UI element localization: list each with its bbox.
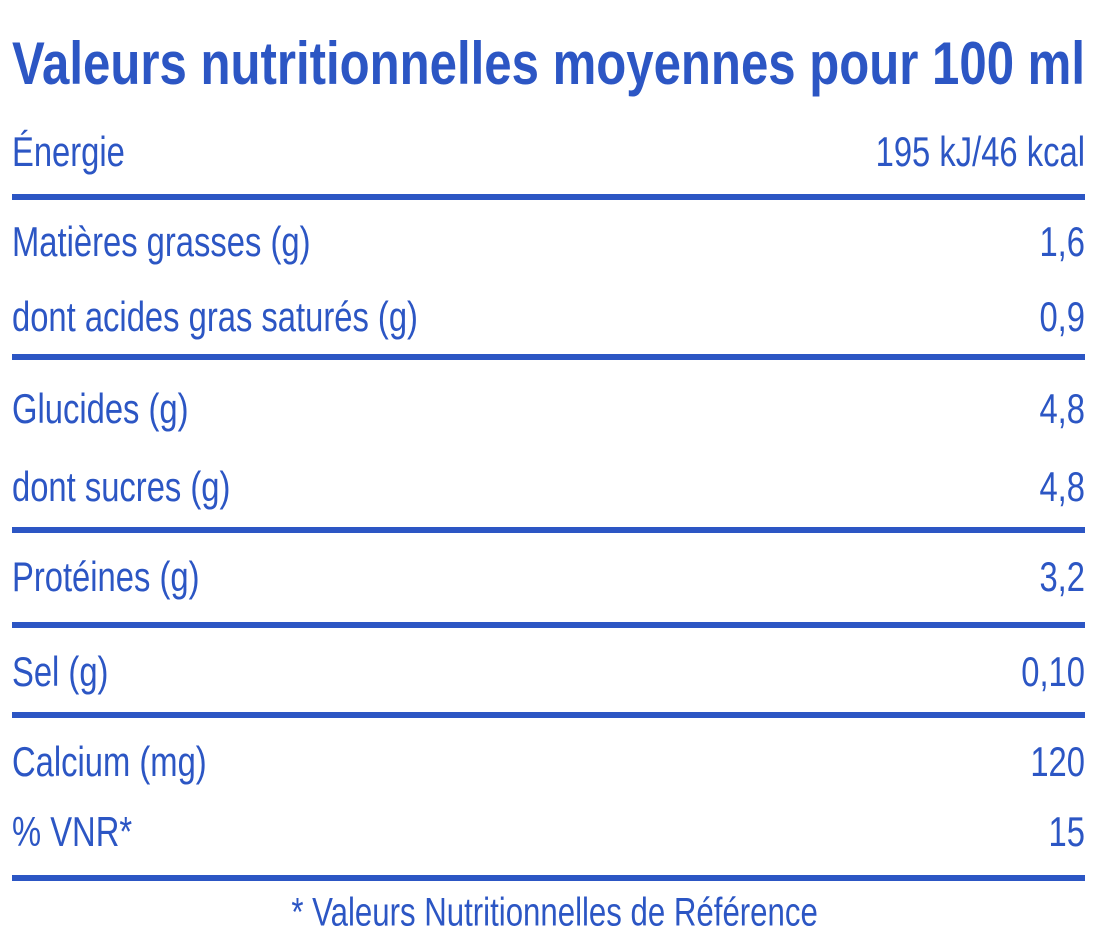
row-label: dont acides gras saturés (g) [12,293,418,340]
row-value: 1,6 [1039,218,1085,265]
row-label: Glucides (g) [12,385,189,432]
row-label: Matières grasses (g) [12,218,311,265]
footnote-group: * Valeurs Nutritionnelles de Référence [291,890,817,935]
row: Glucides (g) 4,8 [12,385,1085,432]
row-value: 4,8 [1039,385,1085,432]
row: Calcium (mg) 120 [12,738,1085,785]
row: Matières grasses (g) 1,6 [12,218,1085,265]
row-label: Sel (g) [12,648,108,695]
row: Énergie 195 kJ/46 kcal [12,128,1085,175]
row: Protéines (g) 3,2 [12,553,1085,600]
title: Valeurs nutritionnelles moyennes pour 10… [12,30,1085,97]
separator [12,527,1085,533]
row-label: Protéines (g) [12,553,200,600]
row-value: 3,2 [1039,553,1085,600]
separator [12,354,1085,360]
row-label: Calcium (mg) [12,738,207,785]
row-value: 120 [1030,738,1085,785]
row: dont sucres (g) 4,8 [12,463,1085,510]
separator [12,194,1085,200]
row-value: 0,9 [1039,293,1085,340]
footnote: * Valeurs Nutritionnelles de Référence [291,890,817,935]
row-value: 0,10 [1021,648,1085,695]
row-label: Énergie [12,128,125,175]
separator [12,712,1085,718]
separator [12,875,1085,881]
row: dont acides gras saturés (g) 0,9 [12,293,1085,340]
row-value: 15 [1049,808,1085,855]
row-label: % VNR* [12,808,132,855]
row-value: 195 kJ/46 kcal [876,128,1085,175]
row: Sel (g) 0,10 [12,648,1085,695]
separator [12,622,1085,628]
row-label: dont sucres (g) [12,463,230,510]
row: % VNR* 15 [12,808,1085,855]
row-value: 4,8 [1039,463,1085,510]
